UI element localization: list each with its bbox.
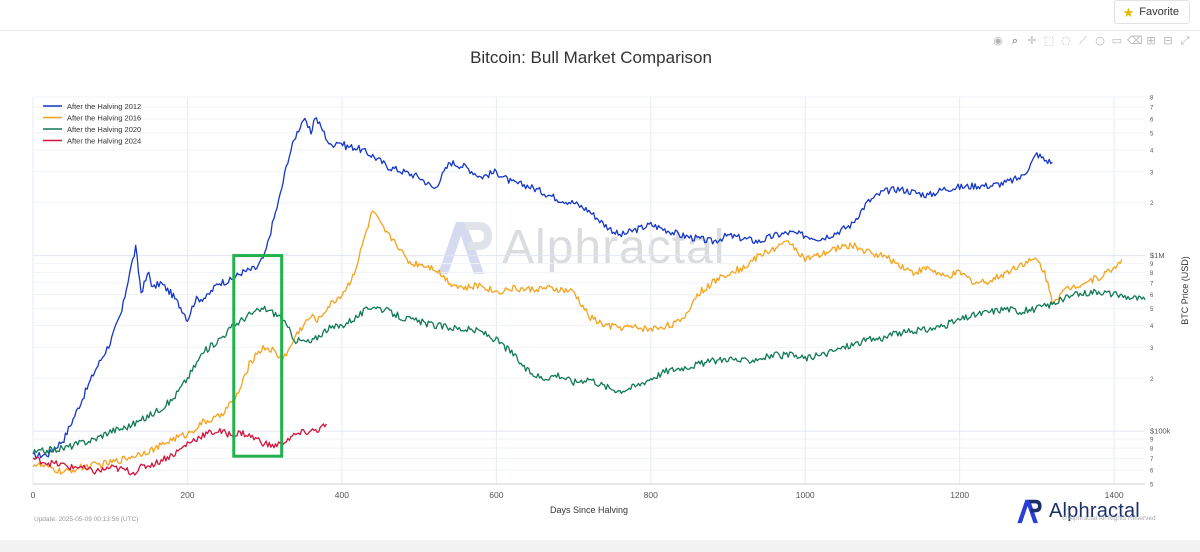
brand-name: Alphractal	[1049, 499, 1140, 522]
autoscale-icon[interactable]: ⤢	[1180, 34, 1190, 47]
highlight-box	[232, 254, 284, 458]
y-tick-label: 3	[1150, 346, 1154, 352]
alphractal-logo-icon	[1017, 499, 1042, 524]
x-tick-label: 1000	[796, 490, 815, 500]
rights-text: © Alphractal All Rights Reserved	[1062, 515, 1156, 522]
zoom-in-icon[interactable]: ⊞	[1146, 34, 1156, 47]
chart-series	[32, 117, 1146, 476]
y-tick-label: 8	[1150, 271, 1154, 277]
y-tick-label: 9	[1150, 262, 1154, 268]
x-tick-label: 600	[489, 490, 503, 500]
y-tick-label: 7	[1150, 106, 1154, 112]
draw-rect-icon[interactable]: ▭	[1111, 34, 1123, 47]
series-line-2020	[32, 288, 1146, 455]
y-tick-label: 2	[1150, 201, 1154, 207]
zoom-icon[interactable]: ⌕	[1011, 34, 1019, 47]
pan-icon[interactable]: ✛	[1027, 34, 1037, 47]
legend-item: After the Halving 2024	[67, 136, 141, 145]
legend-item: After the Halving 2012	[67, 102, 141, 111]
favorite-label: Favorite	[1139, 6, 1179, 18]
y-tick-label: $1M	[1150, 251, 1165, 260]
x-axis-label: Days Since Halving	[550, 505, 628, 515]
x-tick-label: 800	[644, 490, 658, 500]
draw-line-icon[interactable]: ⟋	[1079, 34, 1087, 47]
lasso-select-icon[interactable]: ◌	[1061, 34, 1071, 47]
brand-footer: Alphractal	[1015, 498, 1140, 524]
y-tick-label: 4	[1150, 324, 1154, 330]
chart-title: Bitcoin: Bull Market Comparison	[470, 48, 712, 67]
y-tick-label: 5	[1150, 307, 1154, 313]
y-tick-label: 6	[1150, 293, 1154, 299]
eraser-icon[interactable]: ⌫	[1127, 34, 1143, 47]
series-line-2012	[32, 117, 1053, 460]
y-tick-label: 5	[1150, 483, 1154, 489]
x-tick-label: 400	[335, 490, 349, 500]
top-toolbar: ★ Favorite	[0, 0, 1200, 31]
x-axis-ticks: 0 200 400 600 800 1000 1200 1400	[31, 490, 1124, 500]
x-tick-label: 1200	[950, 490, 969, 500]
camera-icon[interactable]: ◉	[993, 34, 1003, 47]
y-tick-label: 3	[1150, 170, 1154, 176]
star-icon: ★	[1122, 4, 1135, 20]
y-tick-label: $100k	[1150, 427, 1171, 436]
y-axis-label: BTC Price (USD)	[1180, 256, 1190, 325]
y-tick-label: 8	[1150, 96, 1154, 102]
series-line-2024	[32, 423, 327, 476]
y-tick-label: 2	[1150, 377, 1154, 383]
chart-grid	[32, 96, 1145, 485]
x-tick-label: 200	[180, 490, 194, 500]
x-tick-label: 0	[31, 490, 36, 500]
y-tick-label: 4	[1150, 148, 1154, 154]
legend-item: After the Halving 2016	[67, 113, 141, 122]
draw-circle-icon[interactable]: ○	[1095, 34, 1105, 47]
x-tick-label: 1400	[1105, 490, 1124, 500]
y-tick-label: 8	[1150, 447, 1154, 453]
y-tick-label: 9	[1150, 438, 1154, 444]
update-timestamp: Update: 2025-05-09 00:13:56 (UTC)	[34, 516, 139, 523]
y-tick-label: 6	[1150, 117, 1154, 123]
y-tick-label: 6	[1150, 469, 1154, 475]
chart-modebar: ◉ ⌕ ✛ ⬚ ◌ ⟋ ○ ▭ ⌫ ⊞ ⊟ ⤢	[991, 34, 1192, 48]
chart-legend: After the Halving 2012 After the Halving …	[43, 102, 141, 145]
y-tick-label: 5	[1150, 131, 1154, 137]
y-tick-label: 7	[1150, 457, 1154, 463]
series-line-2016	[32, 210, 1123, 476]
y-tick-label: 7	[1150, 281, 1154, 287]
favorite-button[interactable]: ★ Favorite	[1113, 0, 1190, 24]
bottom-bar	[0, 540, 1200, 552]
box-select-icon[interactable]: ⬚	[1043, 34, 1055, 47]
zoom-out-icon[interactable]: ⊟	[1163, 34, 1173, 47]
y-axis-ticks: 5 6 7 8 9 $100k 2 3 4 5 6 7 8 9 $1M 2 3 4 5 6 7 8	[1150, 96, 1171, 489]
legend-item: After the Halving 2020	[67, 125, 141, 134]
